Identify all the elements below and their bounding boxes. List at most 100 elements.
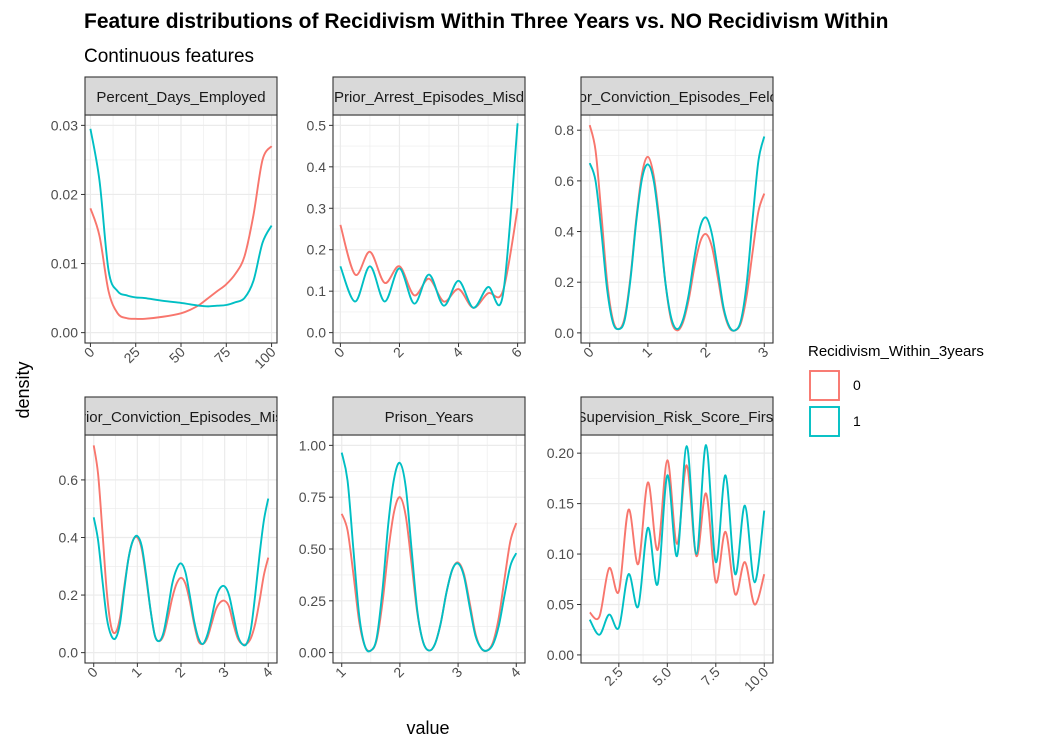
density-line-series-1 xyxy=(588,444,766,636)
x-tick-label: 2 xyxy=(171,664,188,681)
density-line-series-1 xyxy=(339,123,519,309)
panel-prison-years: Prison_Years 0.00 0.25 0.50 0.75 1.00 1 2 3 4 xyxy=(299,396,526,681)
x-tick-label: 3 xyxy=(755,344,772,361)
facet-strip xyxy=(580,396,774,436)
y-tick-label: 0.8 xyxy=(555,122,575,138)
y-tick-label: 0.6 xyxy=(59,472,79,488)
panel-background xyxy=(581,435,773,663)
facet-strip-label: Prior_Arrest_Episodes_Misd xyxy=(334,89,524,106)
density-line-series-1 xyxy=(588,136,766,332)
y-tick-label: 0.01 xyxy=(51,256,78,272)
gridlines xyxy=(581,115,773,343)
x-tick-label: 1 xyxy=(638,344,655,361)
y-tick-label: 0.05 xyxy=(547,596,574,612)
density-line-series-1 xyxy=(89,128,273,308)
y-tick-label: 0.00 xyxy=(547,647,574,663)
x-tick-label: 0 xyxy=(580,344,597,361)
panel-prior-conviction-episodes-misd: Prior_Conviction_Episodes_Misd 0.0 0.2 0.4 0… xyxy=(59,396,291,681)
y-tick-label: 0.0 xyxy=(555,325,575,341)
y-tick-label: 0.0 xyxy=(307,325,327,341)
y-tick-label: 0.2 xyxy=(307,242,327,258)
x-tick-label: 1 xyxy=(128,664,145,681)
x-tick-label: 0 xyxy=(331,344,348,361)
facet-strip xyxy=(84,396,278,436)
panel-prior-conviction-episodes-felony: Prior_Conviction_Episodes_Felony 0.0 0.2 0.… xyxy=(555,76,794,361)
x-tick-label: 100 xyxy=(251,344,279,372)
y-tick-label: 0.6 xyxy=(555,173,575,189)
facet-strip xyxy=(84,76,278,116)
legend-key-background xyxy=(807,368,842,403)
y-tick-label: 0.25 xyxy=(299,593,326,609)
x-tick-label: 4 xyxy=(259,664,276,681)
legend: Recidivism_Within_3years 0 1 xyxy=(807,343,984,439)
x-tick-label: 0 xyxy=(81,344,98,361)
facet-strip-label: Prior_Conviction_Episodes_Felony xyxy=(560,89,794,106)
panel-prior-arrest-episodes-misd: Prior_Arrest_Episodes_Misd 0.0 0.1 0.2 0.3 0.… xyxy=(307,76,526,361)
y-tick-label: 0.00 xyxy=(299,645,326,661)
y-tick-label: 0.4 xyxy=(59,529,79,545)
y-tick-label: 0.50 xyxy=(299,541,326,557)
x-tick-label: 2 xyxy=(696,344,713,361)
gridlines xyxy=(333,115,525,343)
x-tick-label: 3 xyxy=(215,664,232,681)
x-axis-title: value xyxy=(406,718,449,738)
facet-strip xyxy=(580,76,774,116)
x-tick-label: 1 xyxy=(332,664,349,681)
legend-item-0: 0 xyxy=(807,368,861,403)
chart-subtitle: Continuous features xyxy=(84,46,254,67)
x-tick-label: 4 xyxy=(507,664,524,681)
y-tick-label: 0.03 xyxy=(51,117,78,133)
y-tick-label: 0.2 xyxy=(555,274,575,290)
legend-key-background xyxy=(807,404,842,439)
x-tick-label: 25 xyxy=(120,344,142,366)
x-tick-label: 3 xyxy=(448,664,465,681)
x-tick-label: 50 xyxy=(166,344,188,366)
legend-label: 1 xyxy=(853,413,861,429)
legend-item-1: 1 xyxy=(807,404,861,439)
y-tick-label: 1.00 xyxy=(299,437,326,453)
y-tick-label: 0.4 xyxy=(555,224,575,240)
y-tick-label: 0.15 xyxy=(547,496,574,512)
chart-title: Feature distributions of Recidivism With… xyxy=(84,10,888,33)
x-tick-label: 2 xyxy=(390,664,407,681)
y-tick-label: 0.75 xyxy=(299,489,326,505)
gridlines xyxy=(581,435,773,663)
x-tick-label: 0 xyxy=(84,664,101,681)
x-tick-label: 4 xyxy=(449,344,466,361)
legend-key-swatch xyxy=(809,406,840,437)
panel-percent-days-employed: Percent_Days_Employed 0.00 0.01 0.02 0.03 0 25… xyxy=(51,76,279,372)
legend-key-swatch xyxy=(809,370,840,401)
y-tick-label: 0.5 xyxy=(307,117,327,133)
facet-strip-label: Prior_Conviction_Episodes_Misd xyxy=(71,409,291,426)
y-tick-label: 0.1 xyxy=(307,283,327,299)
y-tick-label: 0.20 xyxy=(547,445,574,461)
density-line-series-0 xyxy=(339,208,519,309)
x-tick-label: 5.0 xyxy=(649,664,674,689)
gridlines xyxy=(333,435,525,663)
y-tick-label: 0.0 xyxy=(59,645,79,661)
legend-label: 0 xyxy=(853,377,861,393)
x-tick-label: 10.0 xyxy=(741,664,772,695)
y-tick-label: 0.2 xyxy=(59,587,79,603)
x-tick-label: 7.5 xyxy=(698,664,723,689)
y-tick-label: 0.3 xyxy=(307,200,327,216)
y-tick-label: 0.00 xyxy=(51,325,78,341)
legend-title: Recidivism_Within_3years xyxy=(808,343,984,360)
facet-strip-label: Supervision_Risk_Score_First xyxy=(577,409,779,426)
x-tick-label: 2 xyxy=(390,344,407,361)
facet-strip-label: Prison_Years xyxy=(385,409,474,426)
x-tick-label: 6 xyxy=(508,344,525,361)
y-tick-label: 0.10 xyxy=(547,546,574,562)
y-tick-label: 0.02 xyxy=(51,186,78,202)
facet-strip-label: Percent_Days_Employed xyxy=(96,89,265,106)
y-axis-title: density xyxy=(13,361,33,418)
facet-strip xyxy=(332,76,526,116)
x-tick-label: 2.5 xyxy=(601,664,626,689)
density-line-series-0 xyxy=(89,145,273,320)
density-line-series-0 xyxy=(589,459,766,621)
x-tick-label: 75 xyxy=(211,344,233,366)
panel-supervision-risk-score-first: Supervision_Risk_Score_First 0.00 0.05 0.10… xyxy=(547,396,779,695)
facet-strip xyxy=(332,396,526,436)
